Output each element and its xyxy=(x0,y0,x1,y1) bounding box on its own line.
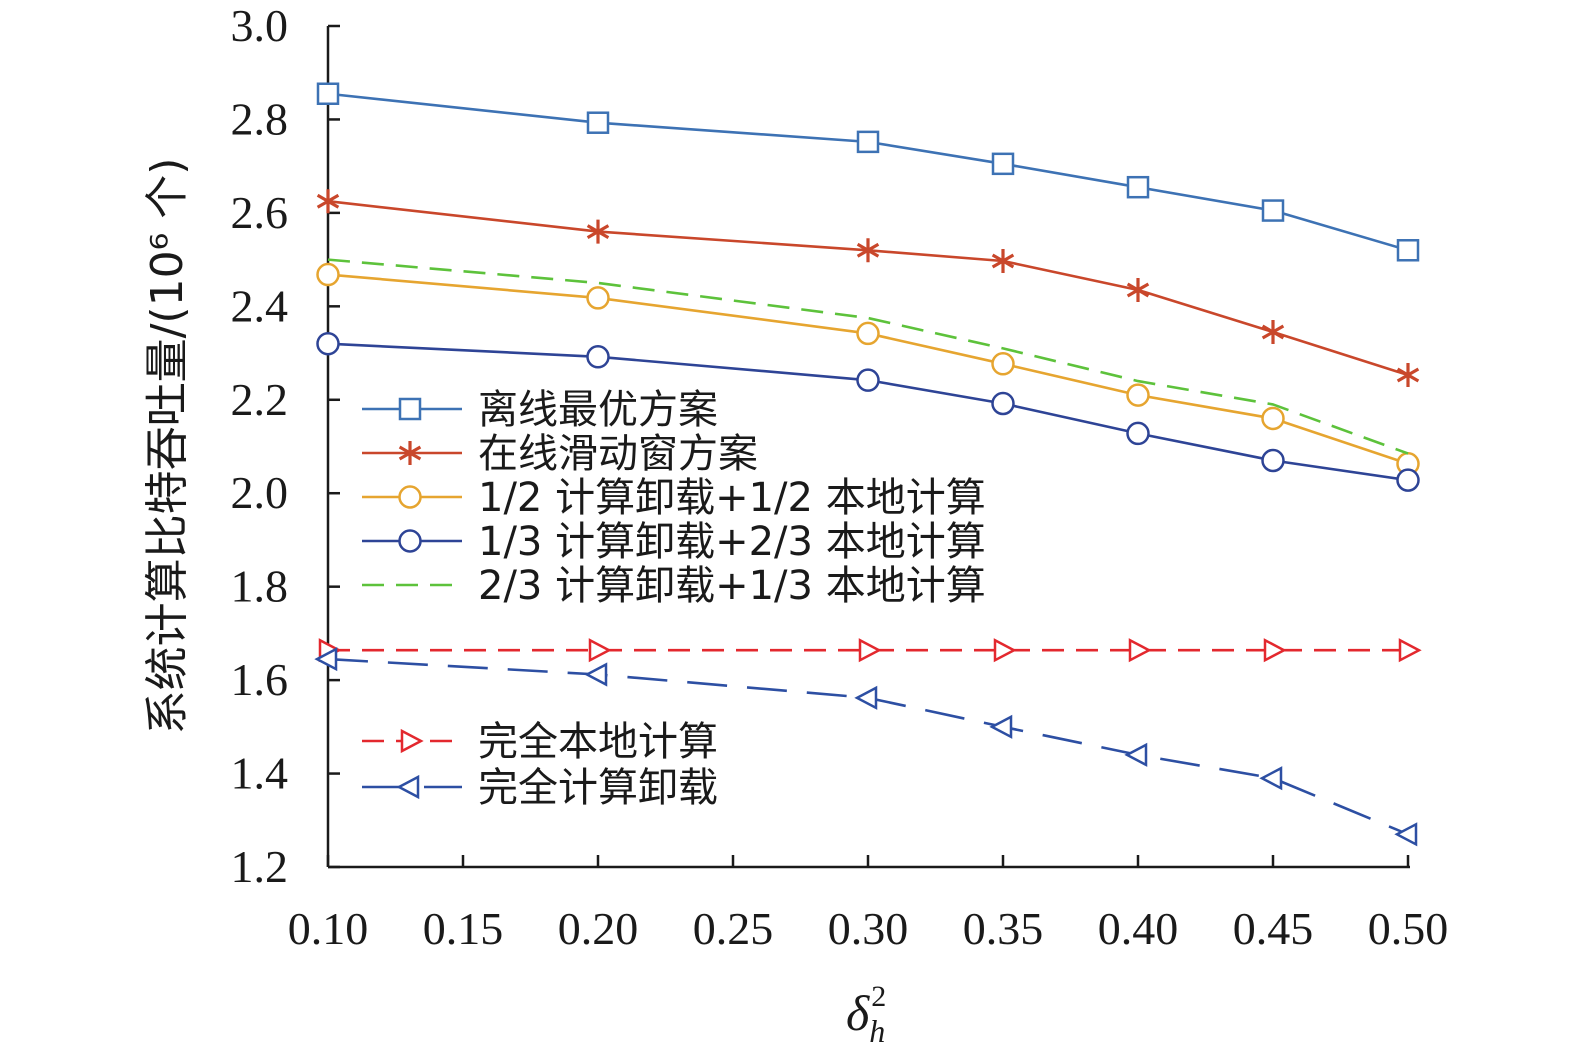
data-point-marker xyxy=(991,391,1015,416)
data-point-marker xyxy=(856,321,880,346)
y-tick-label: 1.6 xyxy=(231,654,289,705)
legend-label: 完全本地计算 xyxy=(478,719,718,765)
data-point-marker xyxy=(586,345,610,369)
legend-label: 离线最优方案 xyxy=(478,387,718,433)
data-point-marker xyxy=(316,189,340,214)
x-tick-label: 0.50 xyxy=(1368,903,1449,954)
legend-item-1: 离线最优方案 xyxy=(362,387,718,433)
data-point-marker xyxy=(586,286,610,310)
legend-marker xyxy=(398,485,422,509)
legend-marker xyxy=(398,529,422,553)
data-point-marker xyxy=(316,331,340,356)
legend-label: 1/3 计算卸载+2/3 本地计算 xyxy=(478,519,986,565)
data-point-marker xyxy=(856,130,880,154)
y-tick-label: 3.0 xyxy=(231,0,289,51)
data-point-marker xyxy=(1259,766,1283,791)
series-1 xyxy=(316,82,1420,262)
series-3 xyxy=(316,262,1420,476)
data-point-marker xyxy=(1124,742,1148,767)
y-tick-label: 1.4 xyxy=(231,748,289,799)
legend-label: 在线滑动窗方案 xyxy=(478,431,758,477)
data-point-marker xyxy=(316,82,340,105)
data-point-marker xyxy=(1126,383,1150,407)
legend-label: 1/2 计算卸载+1/2 本地计算 xyxy=(478,475,986,521)
y-tick-label: 1.2 xyxy=(231,841,289,892)
x-tick-label: 0.30 xyxy=(828,903,909,954)
data-point-marker xyxy=(316,262,340,287)
series-2 xyxy=(316,189,1420,388)
legend-marker xyxy=(398,397,422,421)
x-tick-label: 0.20 xyxy=(558,903,639,954)
x-tick-label: 0.10 xyxy=(288,903,369,954)
data-point-marker xyxy=(1128,638,1152,663)
legend-item-6: 完全本地计算 xyxy=(362,719,718,765)
x-axis-label: δh2 xyxy=(846,980,886,1049)
y-tick-label: 2.4 xyxy=(231,280,289,331)
data-point-marker xyxy=(1261,199,1285,222)
data-point-marker xyxy=(856,368,880,392)
y-tick-label: 2.6 xyxy=(231,187,289,238)
series-7 xyxy=(314,647,1418,847)
x-tick-label: 0.40 xyxy=(1098,903,1179,954)
data-point-marker xyxy=(993,638,1017,663)
legend-item-4: 1/3 计算卸载+2/3 本地计算 xyxy=(362,519,986,565)
series-4 xyxy=(316,331,1420,492)
legend-label: 2/3 计算卸载+1/3 本地计算 xyxy=(478,563,986,609)
series-layer xyxy=(314,82,1422,847)
series-6 xyxy=(318,638,1422,663)
data-point-marker xyxy=(856,238,880,263)
series-5 xyxy=(327,258,1409,455)
x-axis-label-sup: 2 xyxy=(871,980,886,1013)
x-axis-label-base: δ xyxy=(846,985,870,1041)
y-tick-label: 2.0 xyxy=(231,467,289,518)
y-ticks: 1.2 1.4 1.6 1.8 2.0 2.2 2.4 2.6 2.8 3.0 xyxy=(231,0,340,892)
legend-item-7: 完全计算卸载 xyxy=(362,765,718,811)
data-point-marker xyxy=(588,638,612,663)
data-point-marker xyxy=(584,662,608,687)
data-point-marker xyxy=(1396,239,1420,262)
data-point-marker xyxy=(1126,421,1150,446)
data-point-marker xyxy=(991,249,1015,274)
legend-label: 完全计算卸载 xyxy=(478,765,718,811)
x-tick-label: 0.25 xyxy=(693,903,774,954)
data-point-marker xyxy=(1394,822,1418,847)
legend-marker xyxy=(398,441,422,465)
data-point-marker xyxy=(1261,406,1285,431)
data-point-marker xyxy=(1396,468,1420,492)
legend-item-3: 1/2 计算卸载+1/2 本地计算 xyxy=(362,475,986,521)
x-tick-label: 0.15 xyxy=(423,903,504,954)
data-point-marker xyxy=(858,638,882,663)
data-point-marker xyxy=(989,714,1013,739)
data-point-marker xyxy=(314,647,338,672)
data-point-marker xyxy=(1126,277,1150,302)
y-tick-label: 2.2 xyxy=(231,374,289,425)
series-line xyxy=(327,258,1409,455)
data-point-marker xyxy=(1126,175,1150,199)
y-axis-label: 系统计算比特吞吐量/(10⁶ 个) xyxy=(142,158,193,735)
legend-marker xyxy=(400,728,424,754)
data-point-marker xyxy=(1261,448,1285,473)
y-tick-label: 1.8 xyxy=(231,561,289,612)
data-point-marker xyxy=(1263,638,1287,663)
data-point-marker xyxy=(991,352,1015,376)
data-point-marker xyxy=(1398,638,1422,663)
data-point-marker xyxy=(991,152,1015,176)
legend-item-2: 在线滑动窗方案 xyxy=(362,431,758,477)
series-line xyxy=(327,92,1409,252)
data-point-marker xyxy=(586,219,610,244)
legend-marker xyxy=(396,774,420,800)
data-point-marker xyxy=(1396,363,1420,388)
data-point-marker xyxy=(854,685,878,710)
x-tick-label: 0.45 xyxy=(1233,903,1314,954)
data-point-marker xyxy=(586,111,610,134)
y-tick-label: 2.8 xyxy=(231,93,289,144)
x-ticks: 0.10 0.15 0.20 0.25 0.30 0.35 0.40 0.45 0.50 xyxy=(288,855,1449,954)
data-point-marker xyxy=(1261,320,1285,345)
x-tick-label: 0.35 xyxy=(963,903,1044,954)
x-axis-label-sub: h xyxy=(869,1013,885,1049)
legend-item-5: 2/3 计算卸载+1/3 本地计算 xyxy=(362,563,986,609)
